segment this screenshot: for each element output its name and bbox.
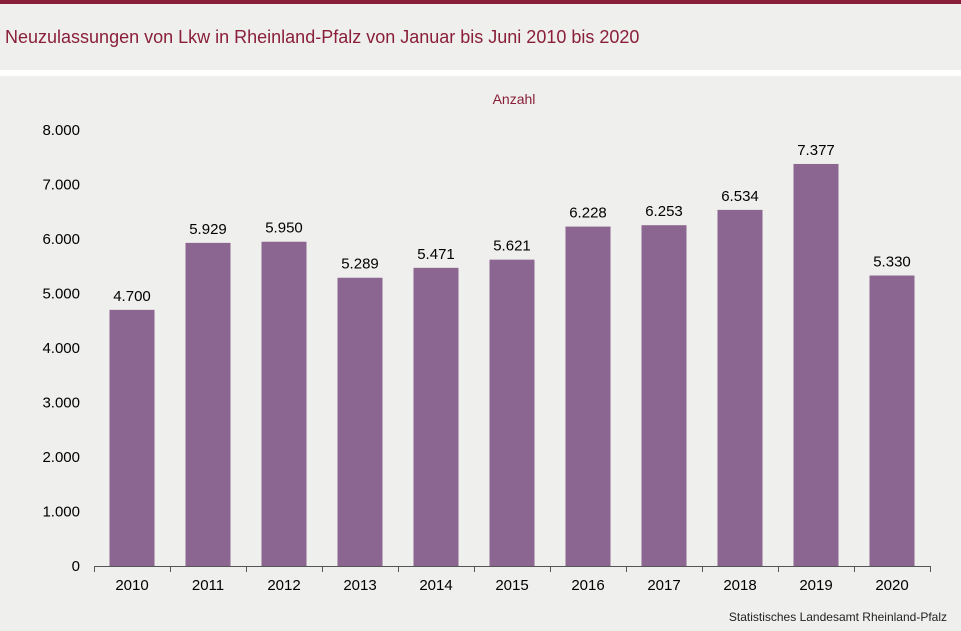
bar-2011 (185, 242, 231, 566)
y-tick-label: 1.000 (42, 504, 80, 521)
bar-2014 (413, 267, 459, 566)
value-label-2013: 5.289 (341, 256, 379, 273)
bar-2019 (793, 163, 839, 567)
y-tick-label: 0 (72, 558, 80, 575)
y-tick-label: 4.000 (42, 340, 80, 357)
x-tick-label: 2013 (343, 577, 376, 594)
y-tick-label: 5.000 (42, 286, 80, 303)
value-label-2014: 5.471 (417, 246, 455, 263)
value-label-2018: 6.534 (721, 188, 759, 205)
bar-2012 (261, 241, 307, 566)
value-label-2010: 4.700 (113, 288, 151, 305)
x-tick-label: 2015 (495, 577, 528, 594)
x-tick-label: 2010 (115, 577, 148, 594)
value-label-2015: 5.621 (493, 238, 531, 255)
value-label-2016: 6.228 (569, 205, 607, 222)
bar-2015 (489, 259, 535, 566)
value-label-2017: 6.253 (645, 203, 683, 220)
x-tick-label: 2014 (419, 577, 452, 594)
y-tick-label: 3.000 (42, 395, 80, 412)
y-tick-label: 2.000 (42, 449, 80, 466)
x-tick-label: 2020 (875, 577, 908, 594)
bar-2018 (717, 209, 763, 566)
source-note: Statistisches Landesamt Rheinland-Pfalz (728, 610, 947, 624)
value-label-2012: 5.950 (265, 220, 303, 237)
y-tick-label: 6.000 (42, 231, 80, 248)
value-label-2019: 7.377 (797, 142, 835, 159)
y-tick-label: 7.000 (42, 177, 80, 194)
y-tick-label: 8.000 (42, 122, 80, 139)
y-axis-label: Anzahl (493, 91, 536, 107)
bar-2010 (109, 309, 155, 566)
bar-2017 (641, 225, 687, 567)
value-label-2020: 5.330 (873, 254, 911, 271)
x-tick-label: 2012 (267, 577, 300, 594)
bar-2020 (869, 275, 915, 566)
bar-2016 (565, 226, 611, 566)
x-tick-label: 2018 (723, 577, 756, 594)
header-divider (0, 70, 961, 76)
chart-title: Neuzulassungen von Lkw in Rheinland-Pfal… (5, 27, 640, 47)
x-tick-label: 2016 (571, 577, 604, 594)
value-label-2011: 5.929 (189, 221, 227, 238)
bar-2013 (337, 277, 383, 566)
x-tick-label: 2019 (799, 577, 832, 594)
x-tick-label: 2017 (647, 577, 680, 594)
top-accent-bar (0, 0, 961, 4)
x-tick-label: 2011 (192, 577, 224, 594)
